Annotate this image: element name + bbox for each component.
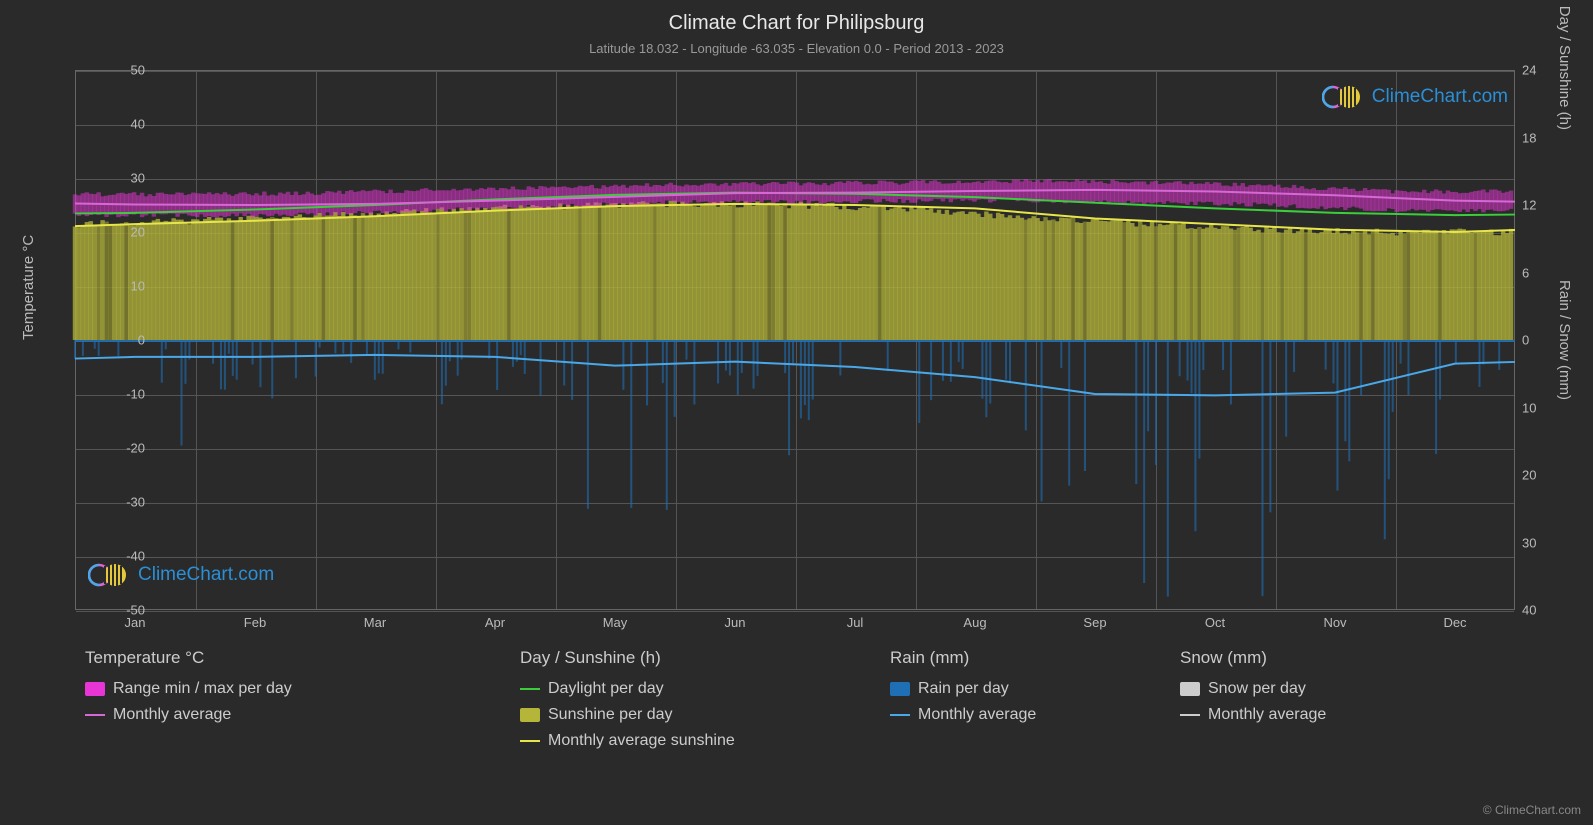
legend-item: Monthly average sunshine — [520, 732, 735, 750]
legend-swatch — [520, 688, 540, 690]
right-bottom-tick: 10 — [1522, 400, 1536, 415]
legend-rain: Rain (mm) Rain per day Monthly average — [890, 648, 1036, 732]
left-tick: 10 — [105, 279, 145, 294]
legend-label: Rain per day — [918, 680, 1009, 698]
legend-item: Rain per day — [890, 680, 1036, 698]
legend-item: Monthly average — [85, 706, 292, 724]
right-bottom-tick: 20 — [1522, 468, 1536, 483]
month-tick: May — [603, 615, 628, 630]
legend-item: Daylight per day — [520, 680, 735, 698]
plot-area — [75, 70, 1515, 610]
month-tick: Jun — [725, 615, 746, 630]
legend-item: Range min / max per day — [85, 680, 292, 698]
right-top-tick: 18 — [1522, 130, 1536, 145]
legend-daysunshine: Day / Sunshine (h) Daylight per day Sunsh… — [520, 648, 735, 758]
left-tick: 20 — [105, 225, 145, 240]
month-tick: Apr — [485, 615, 505, 630]
left-tick: 0 — [105, 333, 145, 348]
legend-temperature: Temperature °C Range min / max per day Mo… — [85, 648, 292, 732]
legend-label: Range min / max per day — [113, 680, 292, 698]
legend-label: Monthly average — [113, 706, 231, 724]
legend-swatch — [890, 682, 910, 696]
legend-title: Rain (mm) — [890, 648, 1036, 668]
legend-item: Sunshine per day — [520, 706, 735, 724]
watermark-top-right: ClimeChart.com — [1322, 82, 1508, 112]
legend-label: Snow per day — [1208, 680, 1306, 698]
logo-icon — [1322, 82, 1366, 112]
legend-swatch — [890, 714, 910, 716]
legend-item: Monthly average — [1180, 706, 1326, 724]
legend-label: Sunshine per day — [548, 706, 673, 724]
left-tick: -10 — [105, 387, 145, 402]
legend-swatch — [85, 682, 105, 696]
legend-item: Snow per day — [1180, 680, 1326, 698]
legend-swatch — [1180, 714, 1200, 716]
right-top-tick: 0 — [1522, 333, 1529, 348]
right-top-tick: 24 — [1522, 63, 1536, 78]
right-bottom-tick: 30 — [1522, 535, 1536, 550]
month-tick: Oct — [1205, 615, 1225, 630]
watermark-text: ClimeChart.com — [138, 564, 274, 586]
month-tick: Feb — [244, 615, 266, 630]
month-tick: Sep — [1083, 615, 1106, 630]
right-top-tick: 6 — [1522, 265, 1529, 280]
legend-label: Monthly average — [918, 706, 1036, 724]
watermark-bottom-left: ClimeChart.com — [88, 560, 274, 590]
legend-swatch — [520, 708, 540, 722]
right-axis-bottom-label: Rain / Snow (mm) — [1556, 280, 1573, 400]
legend-title: Temperature °C — [85, 648, 292, 668]
month-tick: Dec — [1443, 615, 1466, 630]
month-tick: Nov — [1323, 615, 1346, 630]
left-tick: 40 — [105, 117, 145, 132]
month-tick: Jan — [125, 615, 146, 630]
logo-icon — [88, 560, 132, 590]
month-tick: Aug — [963, 615, 986, 630]
watermark-text: ClimeChart.com — [1372, 86, 1508, 108]
left-tick: 50 — [105, 63, 145, 78]
legend-item: Monthly average — [890, 706, 1036, 724]
legend-label: Monthly average — [1208, 706, 1326, 724]
legend-title: Snow (mm) — [1180, 648, 1326, 668]
chart-subtitle: Latitude 18.032 - Longitude -63.035 - El… — [0, 35, 1593, 56]
legend-swatch — [1180, 682, 1200, 696]
right-top-tick: 12 — [1522, 198, 1536, 213]
left-tick: 30 — [105, 171, 145, 186]
legend-label: Daylight per day — [548, 680, 664, 698]
left-tick: -20 — [105, 441, 145, 456]
copyright: © ClimeChart.com — [1483, 803, 1581, 817]
left-axis-label: Temperature °C — [20, 235, 37, 340]
month-tick: Mar — [364, 615, 386, 630]
month-tick: Jul — [847, 615, 864, 630]
right-axis-top-label: Day / Sunshine (h) — [1556, 6, 1573, 130]
climate-chart: Climate Chart for Philipsburg Latitude 1… — [0, 0, 1593, 825]
legend-swatch — [520, 740, 540, 742]
legend-title: Day / Sunshine (h) — [520, 648, 735, 668]
chart-title: Climate Chart for Philipsburg — [0, 0, 1593, 35]
right-bottom-tick: 40 — [1522, 603, 1536, 618]
left-tick: -30 — [105, 495, 145, 510]
legend-swatch — [85, 714, 105, 716]
legend-label: Monthly average sunshine — [548, 732, 735, 750]
legend-snow: Snow (mm) Snow per day Monthly average — [1180, 648, 1326, 732]
